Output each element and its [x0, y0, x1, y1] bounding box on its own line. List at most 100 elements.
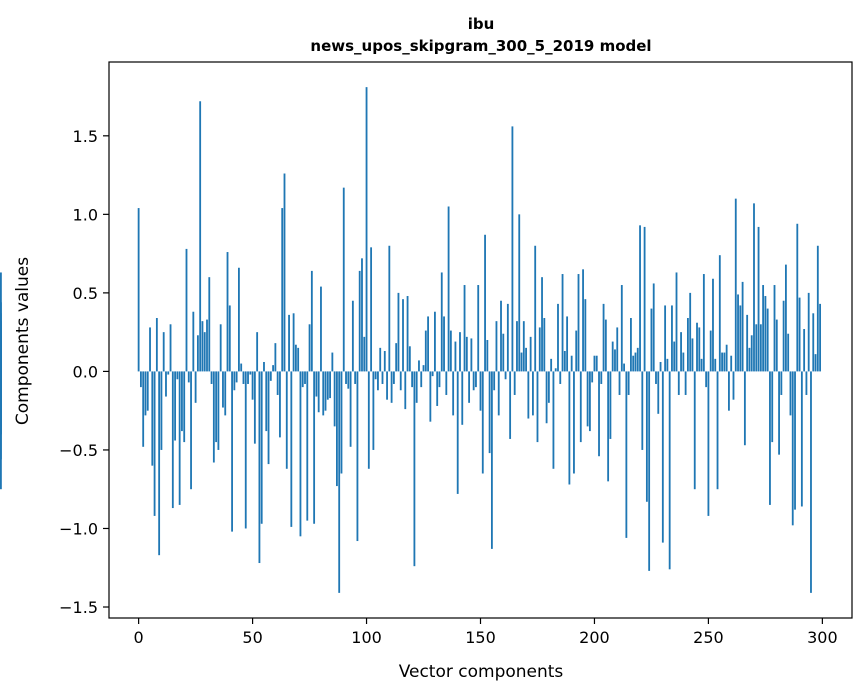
bar	[402, 299, 404, 372]
bar	[536, 371, 539, 443]
bar	[367, 371, 370, 469]
bar	[190, 371, 192, 490]
bar	[800, 371, 803, 507]
bar	[208, 277, 211, 372]
bar	[543, 318, 546, 372]
bar	[506, 303, 509, 372]
bar	[484, 234, 486, 372]
bar	[755, 324, 758, 372]
bar	[392, 371, 395, 384]
bar	[420, 371, 423, 388]
bar	[636, 347, 639, 372]
bar	[404, 371, 407, 410]
bar	[782, 300, 785, 372]
bar	[737, 294, 739, 372]
bar	[730, 355, 733, 372]
chart-title: ibu	[468, 15, 495, 33]
bar	[272, 365, 275, 372]
bar	[728, 371, 730, 411]
bar	[263, 361, 265, 372]
bar	[511, 126, 514, 372]
bar	[691, 338, 694, 372]
bar	[714, 358, 717, 372]
x-axis-label: Vector components	[399, 662, 564, 682]
bar	[351, 300, 354, 372]
bar	[244, 371, 247, 529]
bar	[652, 283, 655, 372]
bar	[748, 347, 751, 372]
bar	[228, 305, 231, 372]
bar	[625, 371, 628, 538]
bar	[345, 371, 347, 384]
bar	[475, 371, 477, 388]
bar	[479, 371, 482, 411]
bar	[682, 352, 685, 372]
bar	[509, 371, 512, 439]
bar	[340, 371, 343, 474]
bar	[386, 371, 388, 400]
bar	[276, 371, 279, 395]
y-axis-label: Components values	[13, 257, 33, 425]
y-tick-label: 1.0	[73, 205, 98, 224]
bar	[762, 285, 765, 372]
bar	[534, 245, 537, 372]
bar	[253, 371, 256, 444]
bar	[201, 321, 204, 372]
bar	[424, 330, 427, 372]
bar	[137, 208, 140, 372]
x-tick-label: 200	[579, 628, 610, 647]
bar	[493, 371, 496, 391]
bar	[771, 371, 774, 443]
bar	[732, 371, 735, 400]
bar	[693, 371, 696, 490]
bar	[0, 272, 2, 372]
bar	[281, 208, 284, 372]
bar	[290, 371, 293, 527]
bar	[725, 344, 728, 372]
bar	[563, 350, 566, 372]
bar	[399, 371, 402, 391]
bar	[285, 371, 288, 469]
bar	[778, 371, 780, 455]
bar	[408, 346, 411, 372]
bar	[434, 311, 436, 372]
bar	[381, 371, 384, 384]
bar	[550, 358, 553, 372]
bar	[406, 296, 409, 372]
bar	[696, 322, 698, 372]
bar	[477, 285, 480, 372]
bar	[504, 371, 507, 380]
bar	[541, 277, 543, 372]
bar	[415, 371, 418, 403]
bar	[488, 371, 491, 454]
bar	[185, 248, 188, 372]
bar	[573, 371, 575, 474]
bar	[677, 371, 680, 395]
bar	[700, 358, 703, 372]
bar	[459, 332, 461, 372]
bar	[775, 319, 778, 372]
bar	[816, 245, 819, 372]
bar	[666, 358, 669, 372]
bar	[383, 350, 386, 372]
x-tick-label: 250	[693, 628, 724, 647]
bar	[452, 371, 455, 416]
bar	[361, 258, 363, 372]
bar	[655, 371, 657, 384]
bar	[374, 371, 377, 380]
bar	[805, 371, 808, 395]
bar	[299, 371, 302, 537]
bar	[723, 352, 726, 372]
bar	[440, 272, 443, 372]
bar	[249, 371, 252, 375]
bar	[149, 327, 151, 372]
bar	[468, 371, 471, 403]
bar	[0, 371, 2, 435]
bar	[796, 223, 799, 372]
bar	[365, 87, 368, 372]
bar	[187, 371, 190, 383]
bar	[650, 308, 653, 372]
bar	[698, 327, 701, 372]
bar	[422, 365, 425, 372]
bar	[520, 352, 523, 372]
